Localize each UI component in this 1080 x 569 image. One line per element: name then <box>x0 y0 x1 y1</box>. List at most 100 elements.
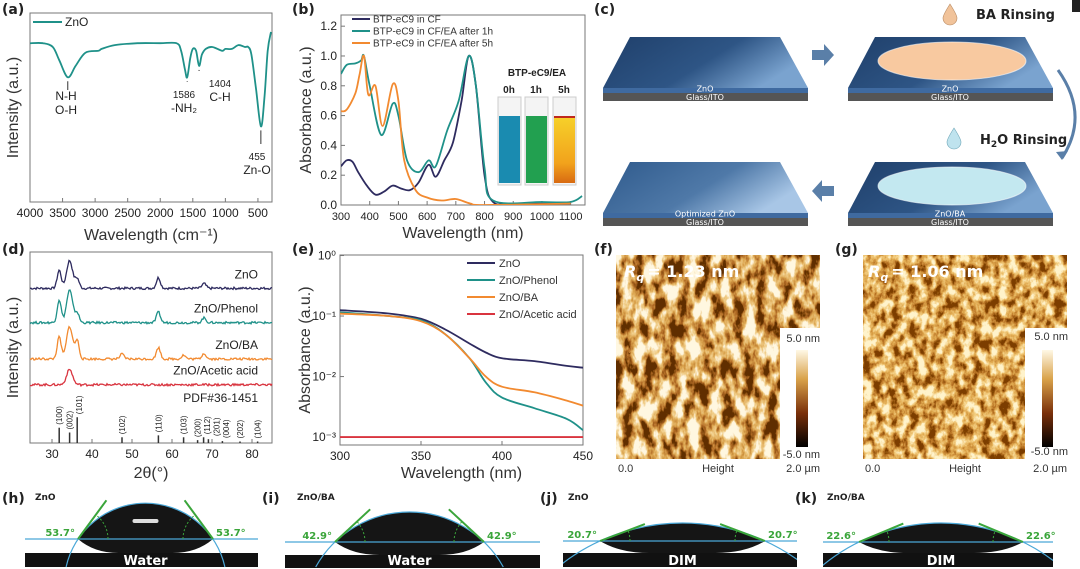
fitted-circle <box>823 522 1053 566</box>
series-line-zno-phenol <box>29 289 273 326</box>
film-label: ZnO <box>697 85 714 94</box>
substrate-label: Glass/ITO <box>686 218 724 227</box>
substrate-label: Glass/ITO <box>686 93 724 102</box>
colorbar <box>1042 350 1053 447</box>
legend-label: BTP-eC9 in CF/EA after 1h <box>373 27 493 38</box>
liquid-label: Water <box>387 554 432 569</box>
x-tick-label: 500 <box>389 211 407 223</box>
y-tick-label: 0.2 <box>320 168 337 182</box>
y-tick-label: 10⁻³ <box>312 430 336 444</box>
plot-frame <box>339 254 584 446</box>
plot-frame <box>29 251 273 444</box>
sample-label: ZnO <box>568 493 589 503</box>
droplet-reflection <box>859 542 1023 553</box>
glass-ito-layer <box>848 93 1053 101</box>
x-tick-label: 30 <box>45 447 59 461</box>
series-label: ZnO/Acetic acid <box>173 364 258 378</box>
x-tick-label: 70 <box>205 447 219 461</box>
x-tick-label: 4000 <box>17 206 44 220</box>
peak-assignment: C-H <box>209 90 230 104</box>
series-line-zno <box>30 31 272 128</box>
reference-label: PDF#36-1451 <box>183 391 258 405</box>
peak-value: 455 <box>249 152 266 163</box>
series-line-zno-phenol <box>340 311 583 431</box>
channel-label: Height <box>702 463 734 475</box>
substrate-label: Glass/ITO <box>931 93 969 102</box>
vial-label: 1h <box>530 85 542 96</box>
series-line-zno <box>29 259 273 291</box>
substrate-label: Glass/ITO <box>931 218 969 227</box>
sample-label: ZnO/BA <box>827 493 865 503</box>
zno-layer <box>848 88 1053 93</box>
x-tick-label: 1000 <box>212 206 239 220</box>
plot-area <box>30 31 272 128</box>
axis-end: 2.0 µm <box>786 463 820 475</box>
x-tick-label: 400 <box>492 449 512 463</box>
x-tick-label: 2500 <box>114 206 141 220</box>
angle-label-right: 20.7° <box>768 530 798 541</box>
light-reflection <box>132 519 159 523</box>
film-label: Optimized ZnO <box>675 210 735 219</box>
arrow-left-icon <box>812 180 834 202</box>
plot-area <box>340 309 583 438</box>
contact-angle-panel-dim: ZnO/BA 22.6° 22.6° DIM <box>823 493 1056 569</box>
peak-assignment: Zn-O <box>243 163 270 177</box>
legend-label: ZnO <box>65 15 88 29</box>
liquid-label: Water <box>123 554 168 569</box>
colorbar <box>796 350 808 447</box>
miller-index-label: (110) <box>154 414 163 432</box>
angle-arc <box>992 530 996 543</box>
y-axis-label: Absorbance (a.u.) <box>298 46 315 173</box>
x-tick-label: 1000 <box>530 211 554 223</box>
film-label: ZnO <box>942 85 959 94</box>
substrate <box>285 555 540 568</box>
h2o-rinsing-label: H2O Rinsing <box>980 133 1067 150</box>
liquid-label: DIM <box>927 554 956 569</box>
zno-layer <box>603 213 808 218</box>
tangent-line <box>599 523 646 542</box>
curved-arrow-head-icon <box>1056 151 1068 160</box>
chart-ftir: 4000 3500 3000 2500 2000 1500 1000 500 Wavelengt… <box>5 12 273 244</box>
y-axis-label: Absorbance (a.u.) <box>297 286 314 413</box>
y-tick-label: 10⁻¹ <box>312 309 336 323</box>
miller-index-label: (112) <box>203 416 212 434</box>
ba-drop-icon <box>942 3 958 26</box>
series-line-zno <box>340 309 583 369</box>
angle-arc <box>886 530 890 543</box>
angle-label-left: 20.7° <box>567 530 597 541</box>
curved-arrow-icon <box>1056 69 1077 159</box>
series-line-btp-ec9-in-cf-ea-after-5h <box>341 54 571 205</box>
y-tick-label: 0.6 <box>320 109 337 123</box>
panel-label-i: (i) <box>262 491 280 507</box>
x-tick-label: 700 <box>447 211 465 223</box>
x-axis-label: Wavelength (nm) <box>401 465 522 482</box>
tangent-line <box>334 508 371 543</box>
droplet-reflection <box>335 542 484 555</box>
legend-label: ZnO <box>499 258 521 270</box>
substrate <box>25 553 258 567</box>
corner-mark <box>1072 0 1080 12</box>
film-label: ZnO/BA <box>935 210 966 219</box>
x-tick-label: 3500 <box>49 206 76 220</box>
x-axis-label: Wavelength (nm) <box>402 225 523 242</box>
angle-label-right: 22.6° <box>1026 531 1056 542</box>
substrate-stacks: ZnOGlass/ITOZnOGlass/ITOZnO/BAGlass/ITOO… <box>603 37 1053 227</box>
vial-solution <box>526 116 547 183</box>
x-tick-label: 300 <box>332 211 350 223</box>
rq-label: Rq = 1.06 nm <box>868 262 983 284</box>
legend-label: ZnO/BA <box>499 292 539 304</box>
fitted-circle <box>563 522 797 564</box>
afm-image-zno-ba: 5.0 nm -5.0 nm Rq = 1.06 nm 0.0 Height 2.… <box>863 255 1068 475</box>
chart-uvvis: 300 400 500 600 700 800 900 1000 1100 Wavelength … <box>298 14 586 242</box>
y-axis-label: Intensity (a.u.) <box>5 297 22 398</box>
panel-label-k: (k) <box>795 491 817 507</box>
colorbar-max: 5.0 nm <box>1034 331 1068 343</box>
y-tick-label: 1.2 <box>320 19 337 33</box>
glass-ito-layer <box>848 218 1053 226</box>
x-tick-label: 300 <box>330 449 350 463</box>
zno-layer <box>603 88 808 93</box>
